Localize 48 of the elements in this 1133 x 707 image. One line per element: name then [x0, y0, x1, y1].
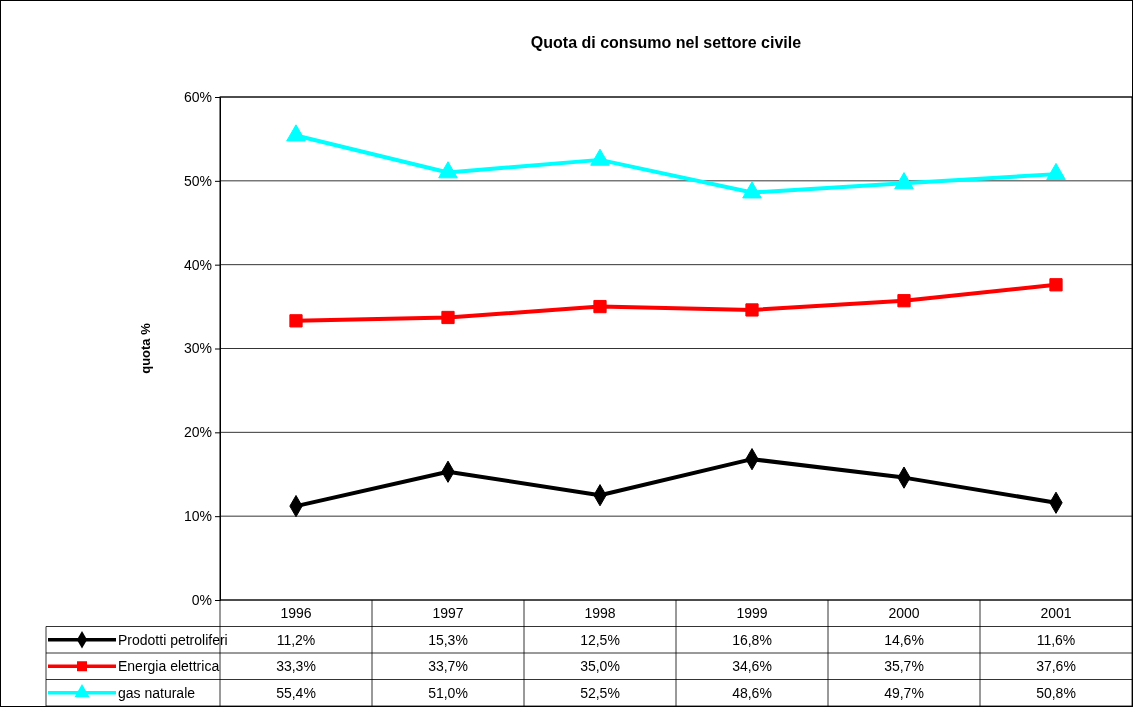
point: [742, 181, 762, 199]
data-label: 35,0%: [580, 658, 620, 675]
point: [289, 314, 303, 328]
point: [590, 148, 610, 166]
y-tick-label: 10%: [183, 508, 212, 525]
x-tick-label: 2001: [1040, 605, 1072, 622]
x-tick-label: 1998: [584, 605, 616, 622]
y-tick-label: 40%: [183, 256, 212, 273]
data-label: 33,7%: [428, 658, 468, 675]
y-tick-label: 60%: [183, 88, 212, 105]
x-tick-label: 1999: [736, 605, 768, 622]
point: [1049, 278, 1063, 292]
point: [897, 294, 911, 308]
data-label: 35,7%: [884, 658, 924, 675]
legend-label: Energia elettrica: [118, 658, 220, 675]
data-label: 11,2%: [276, 631, 316, 648]
chart-title: Quota di consumo nel settore civile: [530, 34, 802, 51]
point: [286, 124, 306, 142]
point: [1046, 162, 1066, 180]
legend-label: Prodotti petroliferi: [118, 631, 228, 648]
x-tick-label: 2000: [888, 605, 920, 622]
data-label: 14,6%: [884, 631, 924, 648]
y-tick-label: 0%: [191, 591, 212, 608]
y-tick-label: 50%: [183, 172, 212, 189]
x-tick-label: 1996: [280, 605, 312, 622]
data-label: 55,4%: [276, 684, 316, 701]
legend-label: gas naturale: [118, 684, 196, 701]
point: [441, 310, 455, 325]
x-tick-label: 1997: [432, 605, 464, 622]
data-label: 16,8%: [732, 631, 772, 648]
data-label: 50,8%: [1036, 684, 1076, 701]
point: [894, 172, 914, 190]
y-axis-title: quota %: [138, 322, 153, 374]
data-label: 52,5%: [580, 684, 620, 701]
data-label: 15,3%: [428, 631, 468, 648]
data-label: 34,6%: [732, 658, 772, 675]
point: [438, 161, 458, 179]
point: [745, 303, 759, 317]
data-label: 48,6%: [732, 684, 772, 701]
data-label: 37,6%: [1036, 658, 1076, 675]
data-label: 51,0%: [428, 684, 468, 701]
y-tick-label: 30%: [183, 340, 212, 357]
y-tick-label: 20%: [183, 424, 212, 441]
data-label: 12,5%: [580, 631, 620, 648]
data-label: 33,3%: [276, 658, 316, 675]
data-label: 49,7%: [884, 684, 924, 701]
point: [593, 299, 607, 314]
data-label: 11,6%: [1036, 631, 1076, 648]
